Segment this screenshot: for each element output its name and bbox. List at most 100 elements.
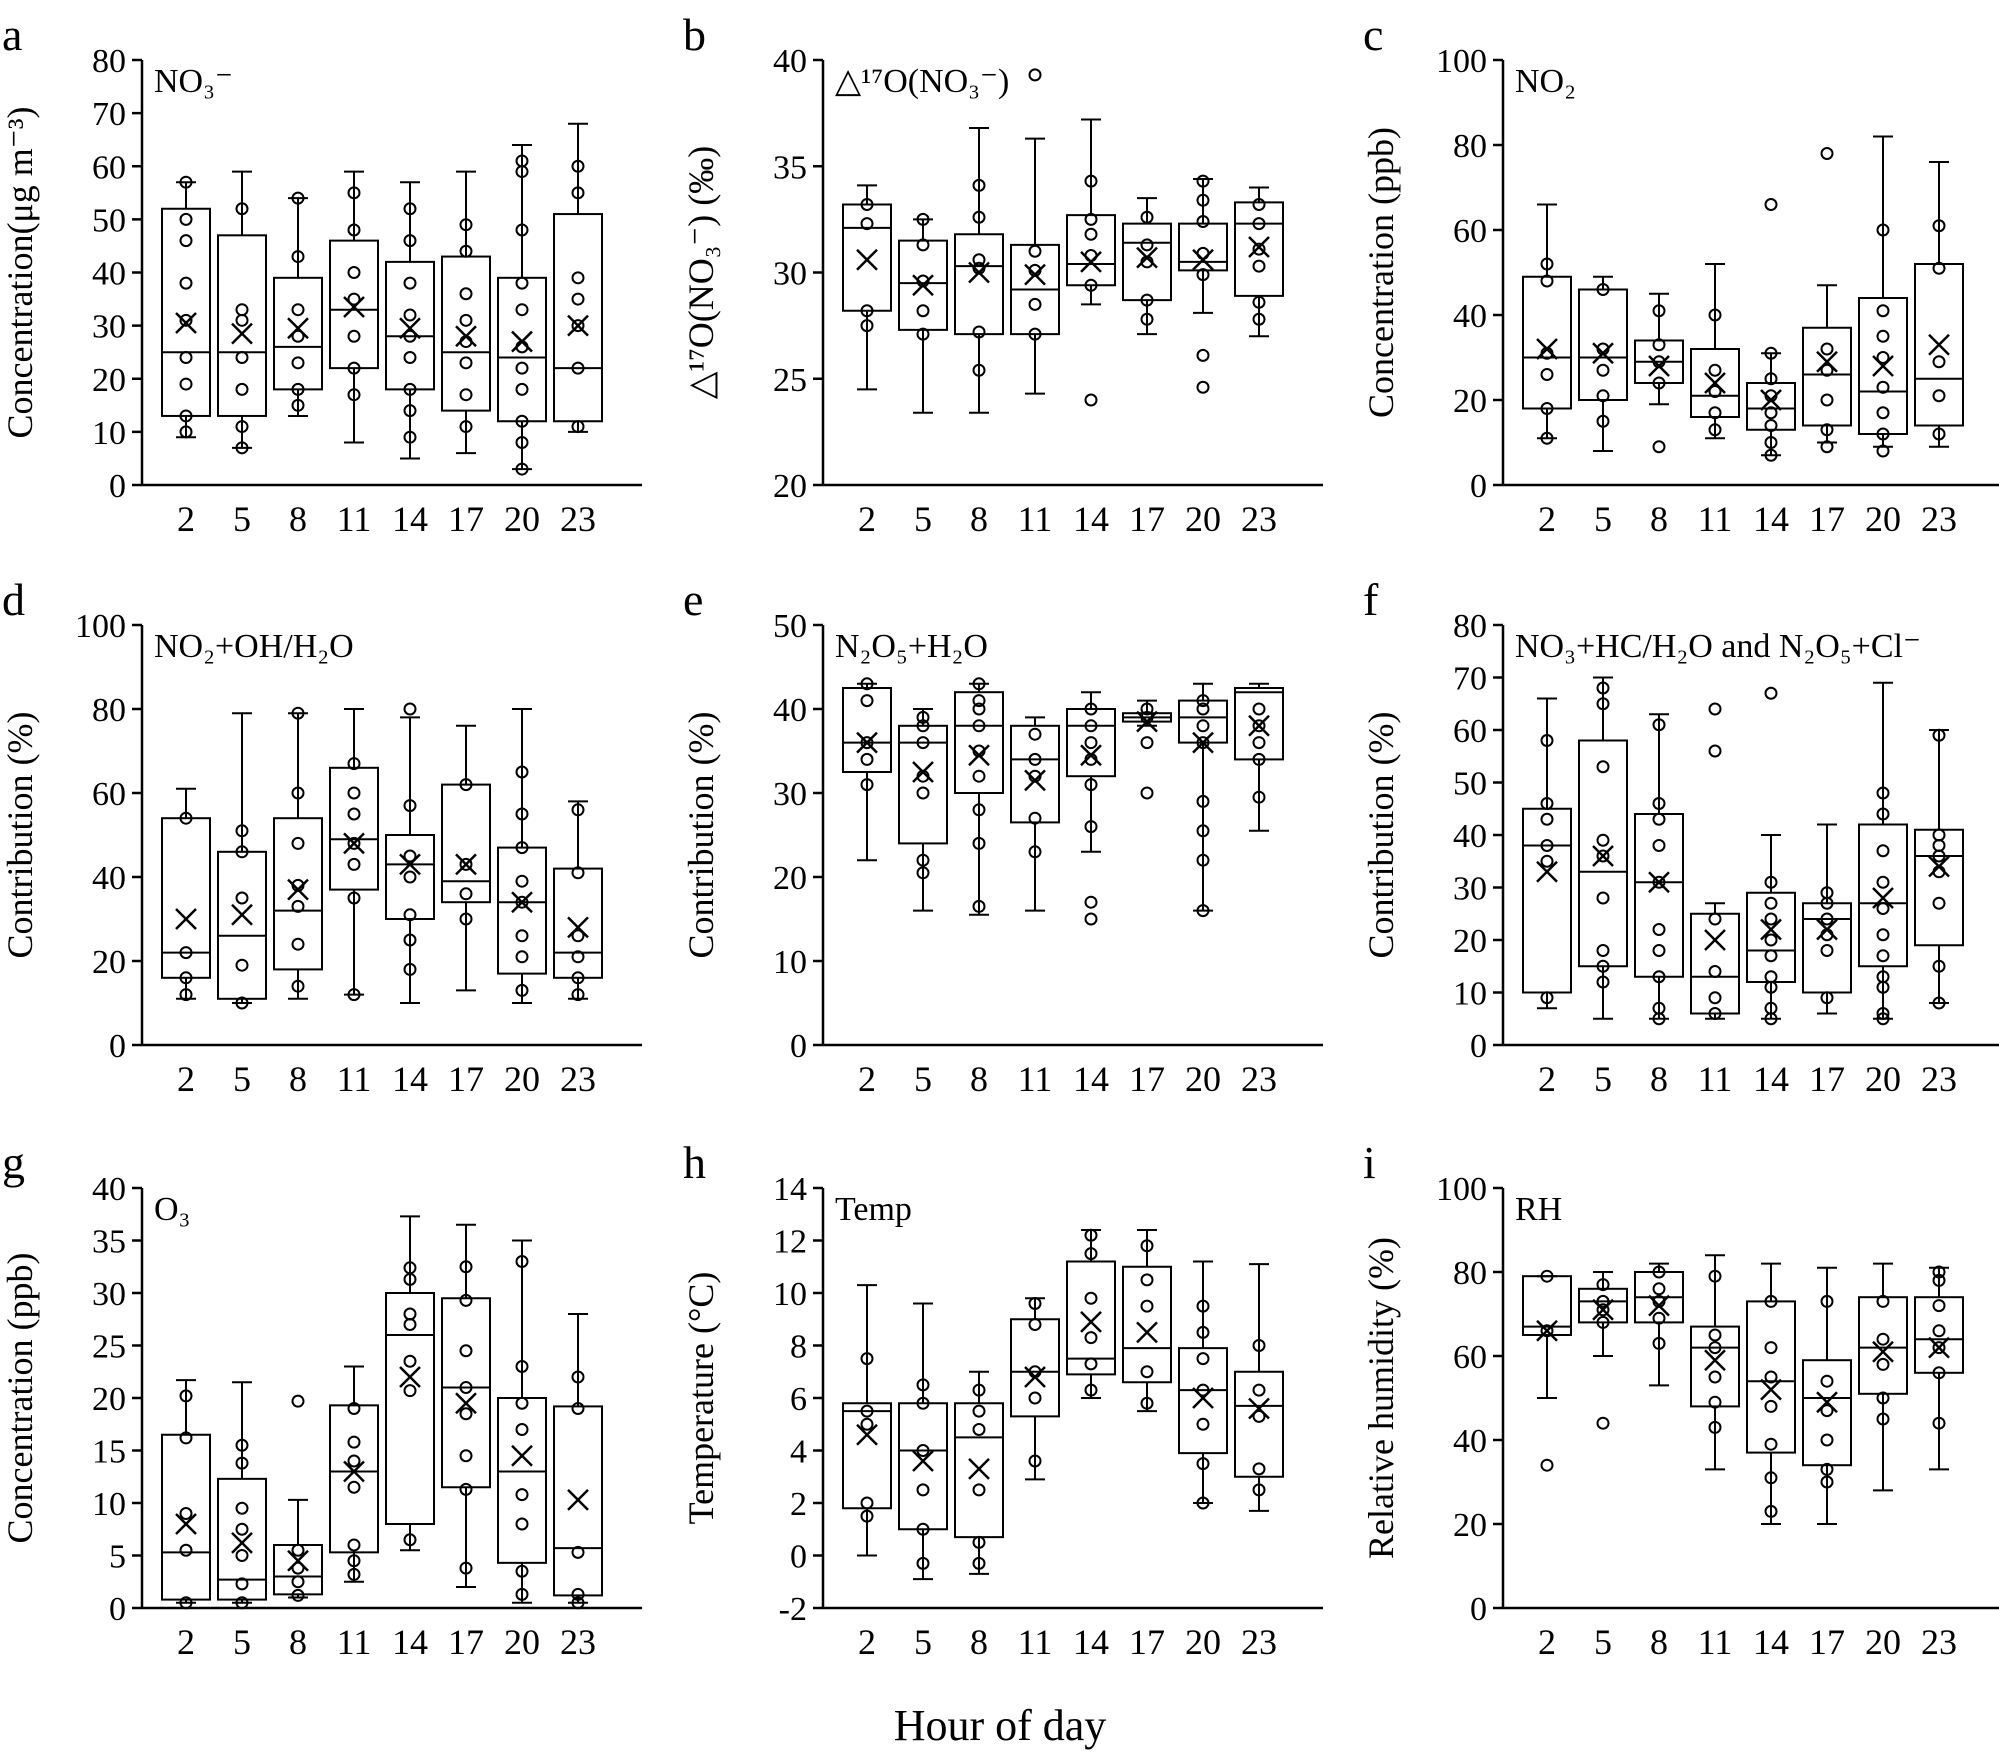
data-point [235, 891, 249, 905]
box-11 [329, 170, 379, 444]
data-point [1764, 875, 1778, 889]
data-point [571, 929, 585, 943]
x-tick-label: 14 [392, 499, 428, 539]
box-iqr [1914, 263, 1964, 427]
box-iqr [1634, 813, 1684, 978]
y-tick-label: 8 [790, 1329, 807, 1366]
data-point [1252, 1409, 1266, 1423]
data-point [179, 377, 193, 391]
mean-marker [1928, 855, 1950, 878]
data-point [403, 870, 417, 884]
box-iqr [1522, 1275, 1572, 1336]
data-point [1252, 217, 1266, 231]
data-point [1932, 219, 1946, 233]
x-tick-label: 14 [1753, 1059, 1789, 1099]
data-point [235, 1501, 249, 1515]
x-tick-label: 23 [1921, 1622, 1957, 1662]
box-iqr [1802, 326, 1852, 427]
mean-marker [1928, 333, 1950, 356]
mean-marker-stroke [1760, 918, 1782, 941]
data-point [972, 1535, 986, 1549]
y-tick-label: 60 [1453, 1339, 1487, 1376]
data-point [860, 1404, 874, 1418]
y-tick-label: 80 [1453, 1255, 1487, 1292]
data-point [571, 159, 585, 173]
data-point [1708, 965, 1722, 978]
data-point [1596, 975, 1610, 989]
data-point [1764, 1437, 1778, 1451]
x-tick-label: 5 [233, 499, 251, 539]
box-iqr [1858, 1296, 1908, 1395]
data-point [1876, 1357, 1890, 1371]
box-5 [1578, 1271, 1628, 1430]
data-point [235, 1456, 249, 1470]
box-11 [1010, 716, 1060, 912]
y-axis-label: Relative humidity (%) [1361, 1237, 1401, 1559]
data-point [459, 287, 473, 301]
x-tick-label: 11 [1018, 1622, 1053, 1662]
data-point [1876, 844, 1890, 858]
data-point [1084, 393, 1098, 407]
data-point [1652, 376, 1666, 390]
box-iqr [217, 1477, 267, 1601]
mean-marker [231, 322, 253, 345]
panel-letter: h [683, 1137, 706, 1188]
data-point [1028, 68, 1042, 82]
box-iqr [1234, 201, 1284, 297]
data-point [1084, 227, 1098, 241]
data-point [1028, 727, 1042, 741]
data-point [1028, 752, 1042, 766]
box-iqr [161, 817, 211, 979]
mean-marker-stroke [856, 731, 878, 754]
data-point [1652, 1311, 1666, 1325]
data-point [1708, 423, 1722, 437]
mean-marker [1592, 845, 1614, 867]
data-point [1140, 210, 1154, 224]
data-point [1708, 1269, 1722, 1283]
data-point [1196, 853, 1210, 867]
x-tick-label: 14 [392, 1622, 428, 1662]
data-point [1652, 718, 1666, 732]
data-point [1028, 1297, 1042, 1310]
data-point [1820, 1475, 1834, 1489]
data-point [1196, 1417, 1210, 1431]
box-iqr [1802, 1359, 1852, 1467]
data-point [571, 271, 585, 285]
box-2 [842, 184, 892, 391]
data-point [1708, 363, 1722, 377]
data-point [1820, 1404, 1834, 1418]
data-point [179, 276, 193, 290]
mean-marker-stroke [1192, 1387, 1214, 1409]
x-tick-label: 11 [337, 1622, 372, 1662]
y-axis-label: △¹⁷O(NO₃⁻) (‰) [681, 146, 721, 400]
box-iqr [1746, 1300, 1796, 1454]
data-point [291, 1575, 305, 1589]
y-tick-label: 0 [790, 1539, 807, 1576]
x-tick-label: 20 [1185, 499, 1221, 539]
mean-marker-stroke [1816, 1391, 1838, 1414]
box-23 [553, 122, 603, 434]
y-tick-label: 20 [1453, 383, 1487, 420]
box-17 [1122, 699, 1172, 800]
data-point [1652, 797, 1666, 810]
x-tick-label: 8 [289, 1059, 307, 1099]
box-iqr [1178, 222, 1228, 272]
data-point [515, 1423, 529, 1436]
mean-marker [455, 1392, 477, 1415]
mean-marker-stroke [968, 1457, 990, 1480]
data-point [179, 1596, 193, 1610]
data-point [1820, 423, 1834, 437]
x-tick-label: 8 [970, 1059, 988, 1099]
box-2 [842, 1284, 892, 1557]
mean-marker-stroke [399, 317, 421, 340]
box-14 [1066, 1228, 1116, 1399]
box-23 [1914, 161, 1964, 448]
data-point [1820, 393, 1834, 407]
box-11 [329, 708, 379, 1002]
panel-f: f 0 10 20 30 40 50 60 70 80 Contribution (%) NO₃+HC… [1361, 574, 1999, 1099]
mean-marker-stroke [567, 1488, 589, 1511]
data-point [235, 1438, 249, 1452]
mean-marker [968, 1457, 990, 1480]
